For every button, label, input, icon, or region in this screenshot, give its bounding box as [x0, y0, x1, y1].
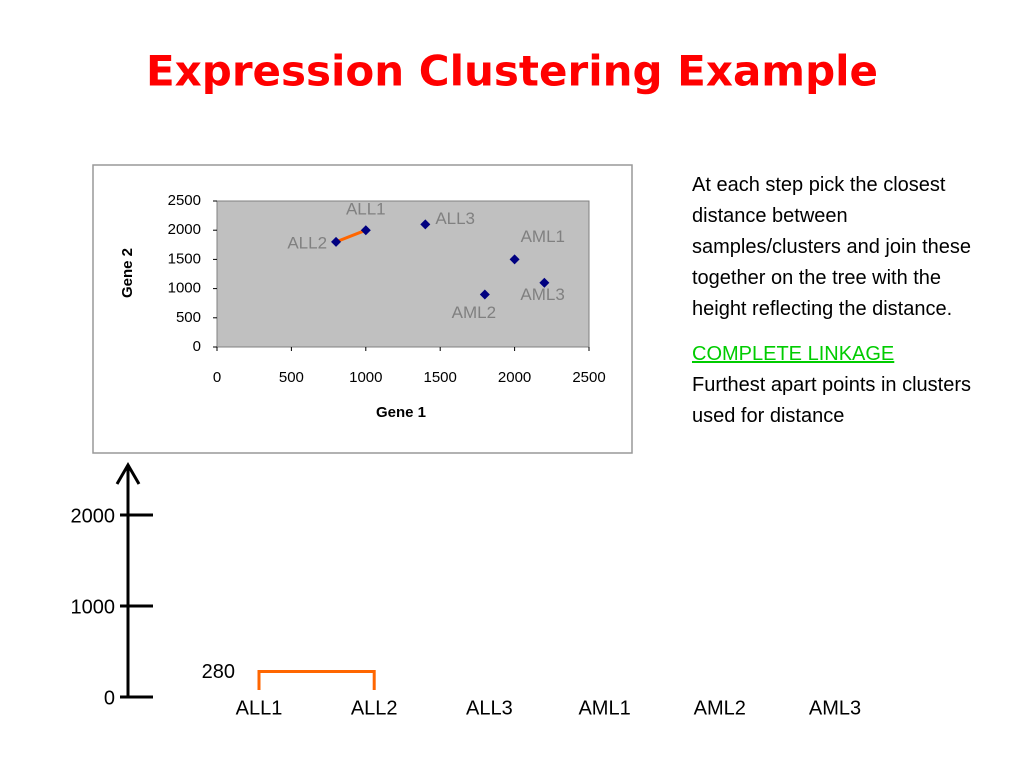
leaf-label: AML3	[809, 697, 861, 719]
y-tick-label: 0	[104, 687, 115, 709]
x-axis-label: Gene 1	[376, 404, 426, 421]
leaf-label: AML2	[694, 697, 746, 719]
point	[360, 225, 371, 236]
y-tick-label: 500	[176, 309, 201, 326]
leaf-label: ALL2	[351, 697, 398, 719]
merge-height-label: 280	[202, 661, 235, 683]
point	[539, 277, 550, 288]
point	[420, 219, 431, 230]
point-label: AML2	[452, 303, 496, 322]
point	[331, 236, 342, 247]
x-tick-label: 500	[279, 369, 304, 386]
point-label: ALL3	[435, 209, 475, 228]
point-label: AML1	[521, 227, 565, 246]
y-tick-label: 2000	[71, 505, 116, 527]
notes-detail: Furthest apart points in clusters used f…	[692, 374, 972, 427]
notes-link[interactable]: COMPLETE LINKAGE	[692, 343, 895, 365]
x-tick-label: 1000	[349, 369, 382, 386]
x-tick-label: 1500	[424, 369, 457, 386]
y-tick-label: 1000	[168, 280, 201, 297]
notes: At each step pick the closest distance b…	[692, 170, 992, 432]
point	[479, 289, 490, 300]
x-tick-label: 2500	[572, 369, 605, 386]
y-tick-label: 2000	[168, 221, 201, 238]
y-tick-label: 0	[193, 338, 201, 355]
x-tick-label: 0	[213, 369, 221, 386]
point-label: ALL1	[346, 200, 386, 219]
axis-arrow	[115, 462, 141, 485]
point-label: ALL2	[287, 233, 327, 252]
notes-text: At each step pick the closest distance b…	[692, 174, 972, 320]
y-axis-label: Gene 2	[119, 248, 136, 298]
plot-area	[216, 200, 590, 348]
y-tick-label: 1000	[71, 596, 116, 618]
merge-bracket	[257, 670, 376, 690]
leaf-label: AML1	[578, 697, 630, 719]
leaf-label: ALL3	[466, 697, 513, 719]
x-tick-label: 2000	[498, 369, 531, 386]
slide-title: Expression Clustering Example	[146, 47, 878, 96]
leaf-label: ALL1	[236, 697, 283, 719]
join-line	[335, 228, 367, 244]
point	[509, 254, 520, 265]
y-tick-label: 2500	[168, 192, 201, 209]
y-tick-label: 1500	[168, 250, 201, 267]
point-label: AML3	[520, 285, 564, 304]
